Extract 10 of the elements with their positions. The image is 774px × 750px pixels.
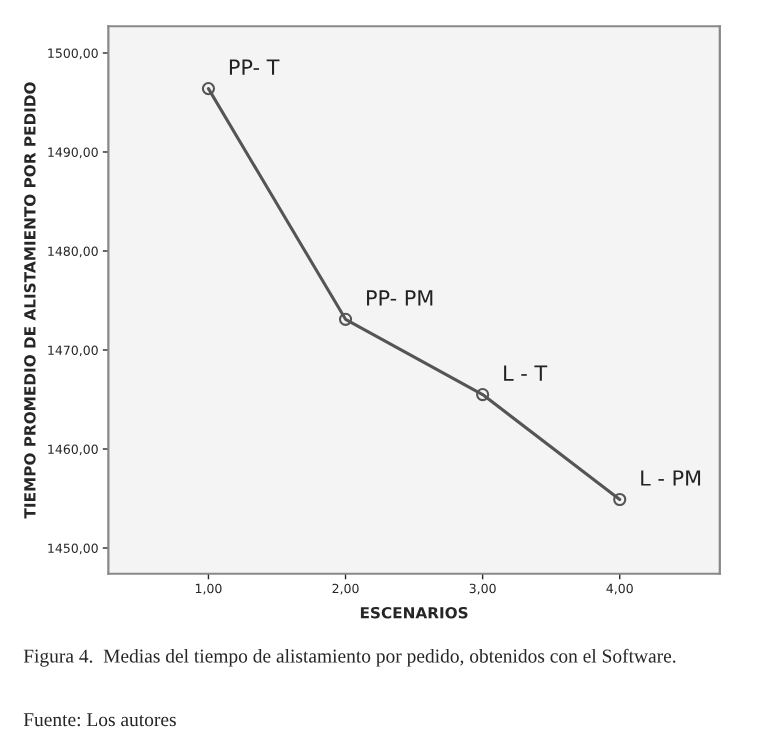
point [338, 312, 353, 326]
annotation: L - PM [641, 470, 701, 486]
point [476, 387, 490, 402]
text: Figura 4. Medias del tiempo de alistamiento por pedido, obtenidos con el Software. [23, 648, 676, 667]
annotation: PP- T [229, 59, 280, 75]
annotation: PP- PM [367, 290, 433, 306]
annotation: L - T [504, 365, 548, 381]
source-note: Fuente: Los autores [23, 713, 176, 727]
point [613, 492, 627, 507]
point [201, 82, 216, 96]
